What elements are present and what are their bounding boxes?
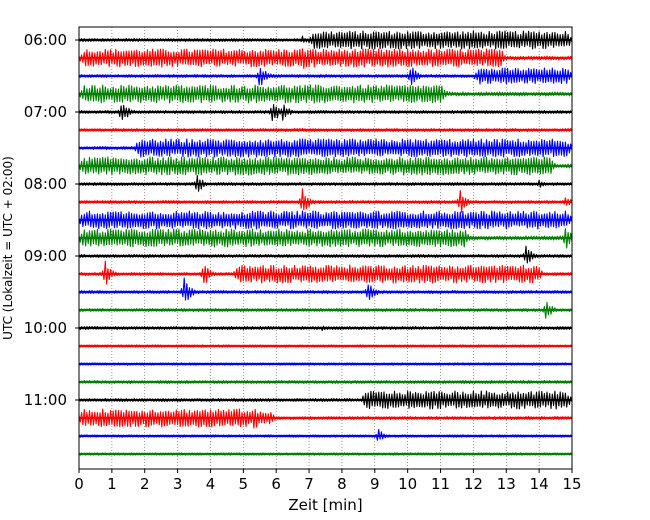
trace-row [78,84,573,104]
x-tick-label: 13 [497,475,516,493]
x-axis-ticks: 0 1 2 3 4 5 6 7 8 9 10 11 12 13 14 15 [74,469,582,493]
trace-row [78,301,573,319]
trace-row [78,277,573,301]
trace-row [78,390,573,410]
x-tick-label: 4 [206,475,216,493]
x-tick-label: 9 [370,475,380,493]
trace-row [78,210,573,230]
x-tick-label: 10 [398,475,417,493]
trace-row [78,245,573,264]
trace-row [78,127,573,133]
y-tick-label: 08:00 [24,175,67,193]
y-tick-label: 10:00 [24,319,67,337]
y-axis-ticks: 06:00 07:00 08:00 09:00 10:00 11:00 [24,31,79,409]
x-tick-label: 8 [337,475,347,493]
y-tick-label: 07:00 [24,103,67,121]
trace-rows [78,30,573,456]
trace-row [78,228,573,249]
x-tick-label: 7 [304,475,314,493]
x-tick-label: 12 [464,475,483,493]
trace-row [78,175,573,192]
x-tick-label: 6 [271,475,281,493]
y-tick-label: 06:00 [24,31,67,49]
trace-row [78,67,573,86]
x-tick-label: 11 [431,475,450,493]
trace-row [78,156,573,176]
trace-row [78,325,573,332]
y-tick-label: 09:00 [24,247,67,265]
trace-row [78,428,573,441]
trace-row [78,260,573,285]
x-tick-label: 14 [530,475,549,493]
plot-frame [78,26,573,470]
trace-row [78,362,573,366]
x-axis-label: Zeit [min] [288,496,362,514]
y-tick-label: 11:00 [24,391,67,409]
trace-row [78,408,573,429]
trace-row [78,344,573,348]
x-tick-label: 0 [74,475,84,493]
x-tick-label: 5 [239,475,249,493]
x-tick-label: 1 [107,475,117,493]
x-tick-label: 3 [173,475,183,493]
trace-row [78,188,573,213]
trace-row [78,452,573,456]
x-tick-label: 2 [140,475,150,493]
trace-row [78,48,573,70]
x-tick-label: 15 [562,475,581,493]
trace-row [78,138,573,158]
trace-row [78,30,573,50]
trace-row [78,104,573,122]
y-axis-label: UTC (Lokalzeit = UTC + 02:00) [1,156,15,340]
trace-row [78,379,573,385]
